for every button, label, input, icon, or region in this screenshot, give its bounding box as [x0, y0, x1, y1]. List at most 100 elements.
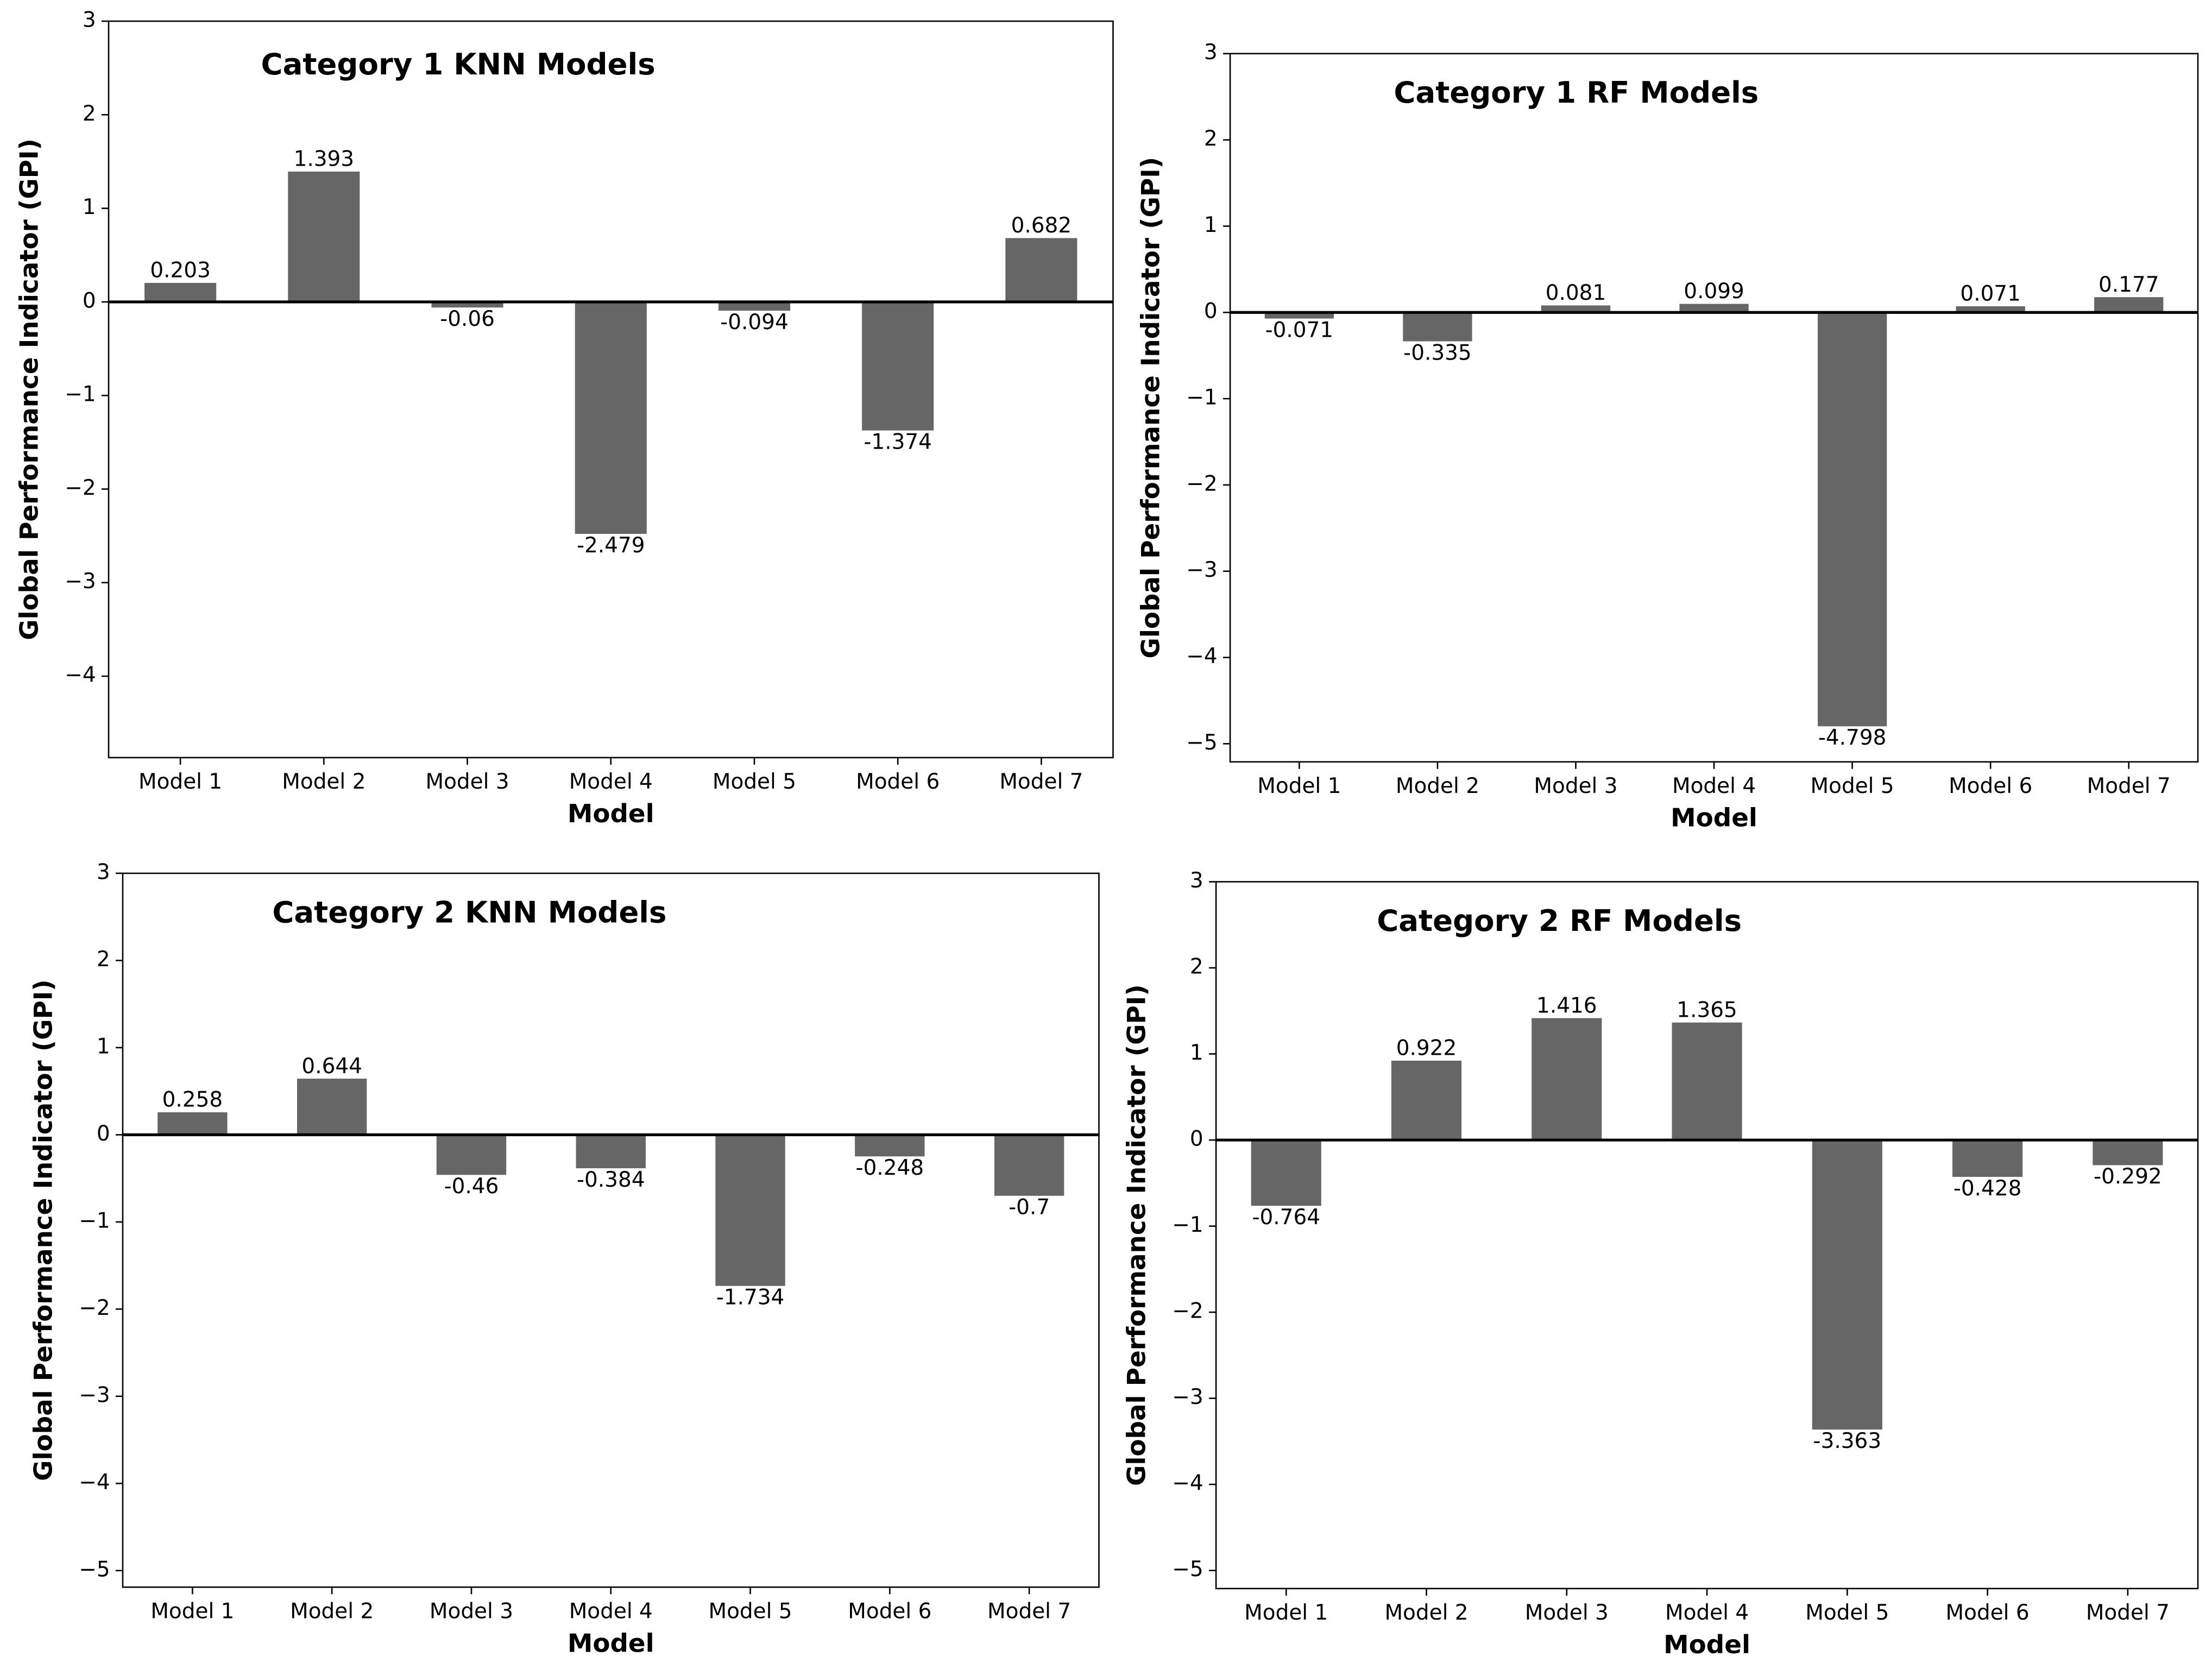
y-tick-label: 1 [97, 1034, 110, 1059]
value-label: 0.071 [1960, 282, 2021, 306]
x-tick-label: Model 5 [713, 770, 796, 794]
x-axis-label: Model [568, 1629, 654, 1658]
y-tick-label: −3 [1172, 1385, 1203, 1409]
x-tick-label: Model 7 [987, 1599, 1071, 1624]
y-tick-label: 0 [1190, 1127, 1203, 1151]
y-axis-label: Global Performance Indicator (GPI) [1123, 984, 1152, 1486]
x-tick-label: Model 1 [138, 770, 222, 794]
x-tick-label: Model 7 [2087, 774, 2171, 798]
value-label: -0.428 [1953, 1176, 2022, 1201]
y-tick-label: −5 [79, 1557, 110, 1582]
x-tick-label: Model 4 [1665, 1601, 1749, 1625]
x-tick-label: Model 4 [1672, 774, 1756, 798]
chart-panel: Category 2 KNN Models −5 −4 −3 −2 −1 0 1 2 3 0.258… [29, 860, 1100, 1658]
y-tick-label: 2 [1190, 955, 1203, 979]
value-label: -0.335 [1403, 341, 1472, 365]
value-label: 1.416 [1536, 993, 1597, 1018]
bar [1541, 305, 1611, 313]
y-tick-label: −2 [65, 476, 96, 500]
value-label: -0.384 [577, 1168, 645, 1192]
bar [157, 1112, 228, 1135]
x-axis-label: Model [1663, 1630, 1750, 1660]
bar [2093, 1140, 2163, 1166]
y-axis-label: Global Performance Indicator (GPI) [29, 979, 59, 1481]
bar [855, 1135, 925, 1157]
x-tick-label: Model 6 [856, 770, 940, 794]
bar [1391, 1060, 1462, 1141]
y-tick-label: 2 [1204, 127, 1218, 151]
y-tick-label: −1 [1172, 1213, 1203, 1237]
y-tick-label: −3 [65, 569, 96, 594]
y-tick-label: 3 [83, 8, 96, 32]
y-tick-label: −5 [1172, 1557, 1203, 1582]
x-tick-label: Model 2 [1396, 774, 1479, 798]
y-tick-label: −1 [1186, 386, 1217, 410]
value-label: -3.363 [1813, 1429, 1882, 1453]
bar [1005, 238, 1077, 302]
bar [1952, 1140, 2023, 1177]
y-tick-label: −2 [1186, 471, 1217, 496]
value-label: 0.203 [150, 259, 211, 283]
x-tick-label: Model 6 [848, 1599, 931, 1624]
x-tick-label: Model 3 [425, 770, 509, 794]
bar [144, 282, 217, 302]
bar [436, 1135, 507, 1175]
x-tick-label: Model 5 [708, 1599, 792, 1624]
y-tick-label: 0 [83, 288, 96, 313]
bar [1403, 312, 1472, 342]
y-tick-label: 1 [1190, 1041, 1203, 1065]
value-label: 0.081 [1546, 281, 1606, 305]
x-tick-label: Model 4 [569, 1599, 653, 1624]
x-tick-label: Model 1 [1244, 1601, 1328, 1625]
value-label: 0.922 [1396, 1036, 1457, 1061]
value-label: -1.374 [864, 430, 932, 454]
value-label: -0.764 [1252, 1205, 1320, 1230]
x-tick-label: Model 6 [1949, 774, 2032, 798]
value-label: 0.644 [301, 1054, 362, 1079]
y-tick-label: −1 [65, 382, 96, 407]
chart-panel: Category 1 RF Models −5 −4 −3 −2 −1 0 1 2 3 -0.071… [1137, 40, 2199, 833]
bar [994, 1135, 1064, 1196]
x-tick-label: Model 2 [282, 770, 365, 794]
x-axis-label: Model [568, 799, 654, 829]
y-tick-label: −2 [1172, 1299, 1203, 1324]
chart-panel: Category 2 RF Models −5 −4 −3 −2 −1 0 1 2 3 -0.764… [1123, 868, 2199, 1660]
y-tick-label: 1 [83, 195, 96, 219]
bar [576, 1135, 646, 1169]
bar [431, 301, 503, 308]
value-label: 0.258 [162, 1088, 223, 1112]
x-tick-label: Model 5 [1805, 1601, 1889, 1625]
plot-frame [122, 872, 1100, 1588]
y-axis-label: Global Performance Indicator (GPI) [15, 138, 45, 640]
bar [1817, 312, 1887, 727]
x-tick-label: Model 6 [1946, 1601, 2030, 1625]
value-label: -0.292 [2094, 1164, 2162, 1189]
bar [862, 301, 934, 431]
y-tick-label: −4 [1186, 644, 1217, 669]
bar [715, 1135, 785, 1286]
chart-title: Category 1 KNN Models [261, 47, 656, 81]
value-label: 1.365 [1677, 998, 1737, 1022]
x-tick-label: Model 2 [290, 1599, 374, 1624]
chart-title: Category 1 RF Models [1394, 75, 1759, 110]
chart-title: Category 2 KNN Models [272, 895, 666, 929]
y-tick-label: −5 [1186, 730, 1217, 755]
bar [718, 301, 791, 311]
x-tick-label: Model 3 [1534, 774, 1617, 798]
value-label: -0.7 [1009, 1195, 1050, 1220]
value-label: -0.06 [440, 307, 495, 331]
y-tick-label: 1 [1204, 213, 1218, 237]
y-tick-label: 2 [97, 947, 110, 972]
x-tick-label: Model 1 [150, 1599, 234, 1624]
x-tick-label: Model 7 [999, 770, 1083, 794]
x-tick-label: Model 4 [569, 770, 653, 794]
y-tick-label: −3 [79, 1383, 110, 1407]
value-label: 0.682 [1011, 213, 1072, 238]
bar [297, 1079, 367, 1135]
x-tick-label: Model 3 [430, 1599, 513, 1624]
x-tick-label: Model 7 [2086, 1601, 2170, 1625]
value-label: 1.393 [294, 147, 355, 172]
y-tick-label: −2 [79, 1296, 110, 1320]
value-label: -4.798 [1818, 726, 1887, 750]
